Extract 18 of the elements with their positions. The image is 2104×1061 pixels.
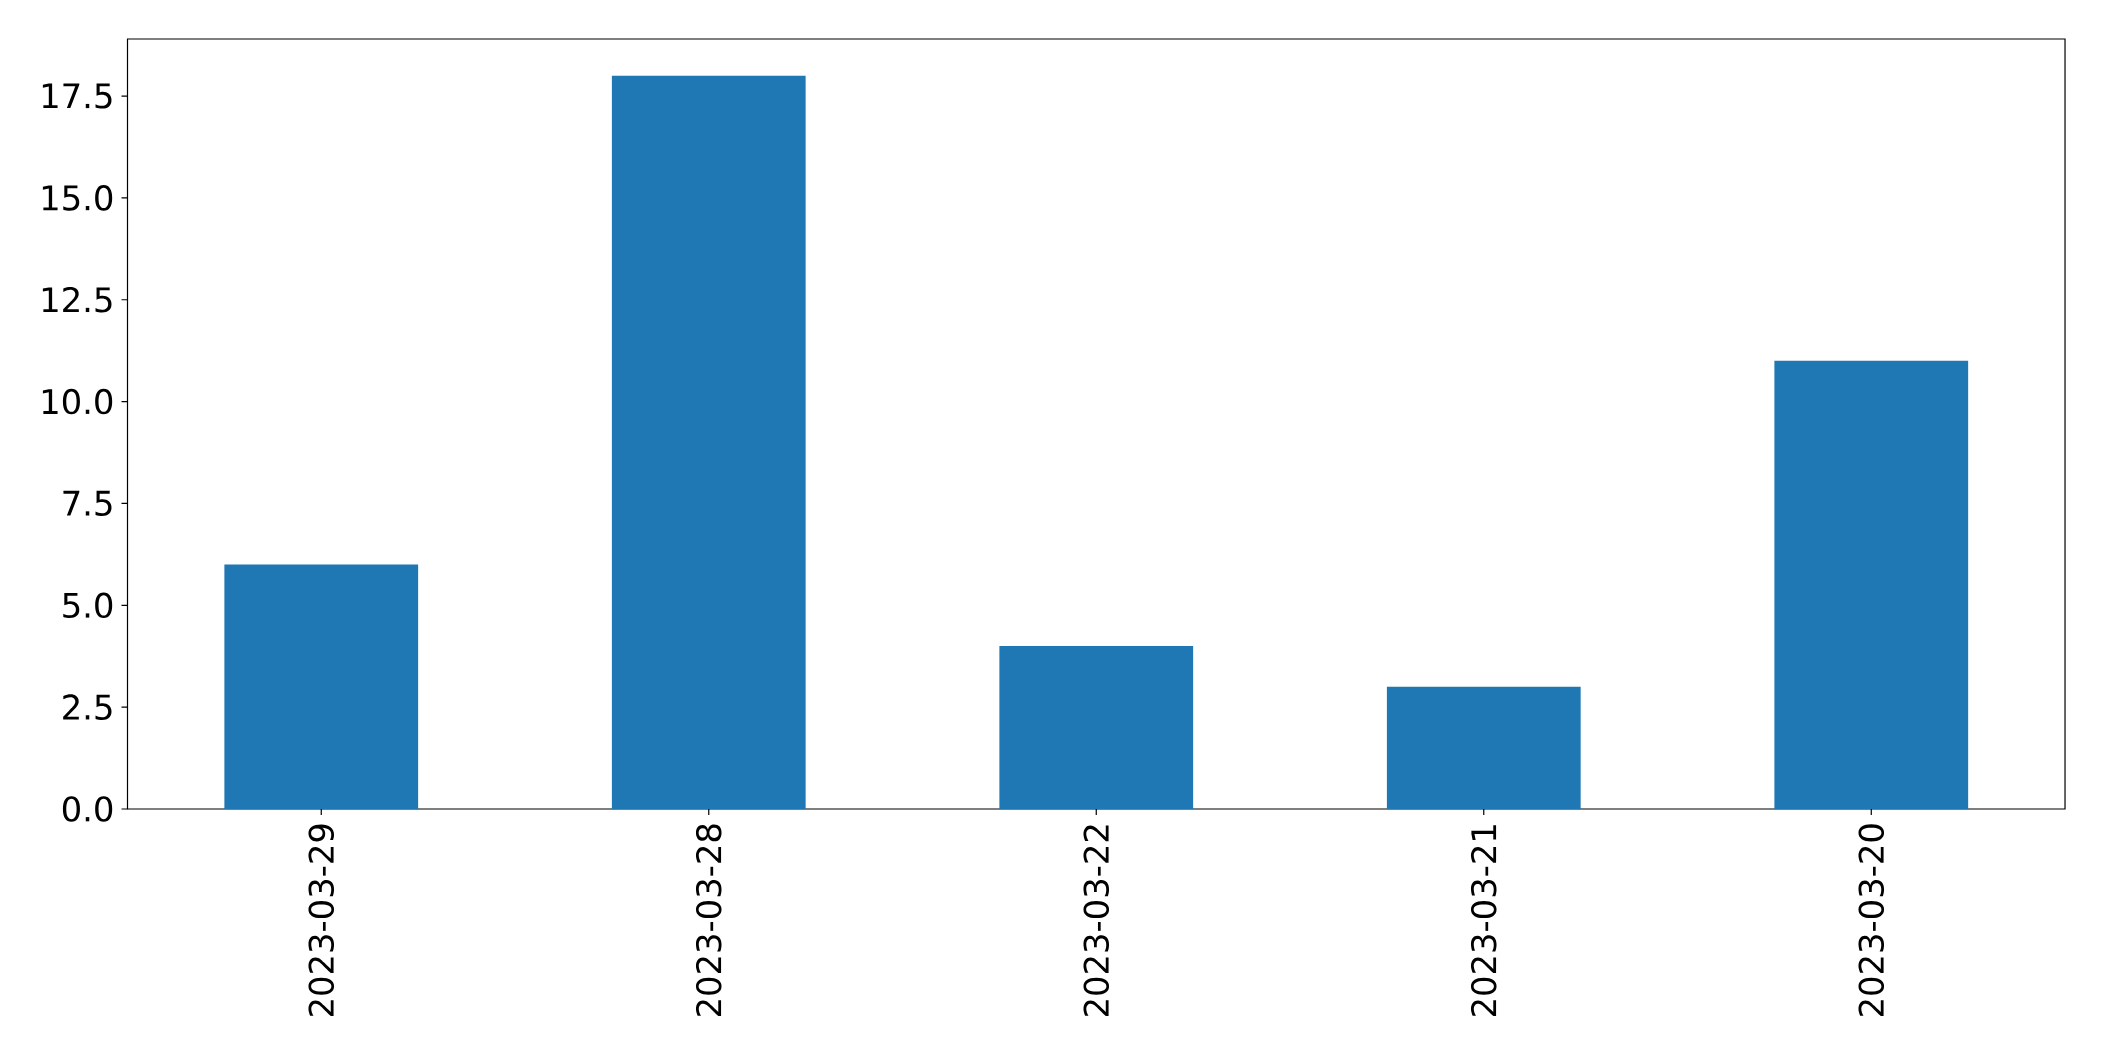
bar (1386, 686, 1581, 809)
y-tick-label: 0.0 (62, 796, 113, 822)
y-tick-label: 5.0 (63, 592, 113, 619)
bar (224, 564, 419, 809)
x-tick-label: 2023-03-22 (1083, 825, 1110, 1017)
bar (999, 646, 1194, 809)
x-tick-label: 2023-03-21 (1470, 825, 1497, 1017)
x-tick-label: 2023-03-20 (1858, 824, 1885, 1017)
y-tick-label: 12.5 (42, 286, 112, 313)
x-tick-label: 2023-03-28 (695, 824, 722, 1017)
y-tick-label: 17.5 (42, 83, 112, 109)
bar (1774, 360, 1969, 809)
y-tick-label: 15.0 (42, 185, 113, 211)
bar (611, 75, 806, 809)
y-tick-label: 7.5 (63, 490, 112, 516)
y-tick-label: 2.5 (63, 694, 112, 720)
x-tick-label: 2023-03-29 (308, 824, 335, 1017)
y-tick-label: 10.0 (42, 388, 113, 415)
